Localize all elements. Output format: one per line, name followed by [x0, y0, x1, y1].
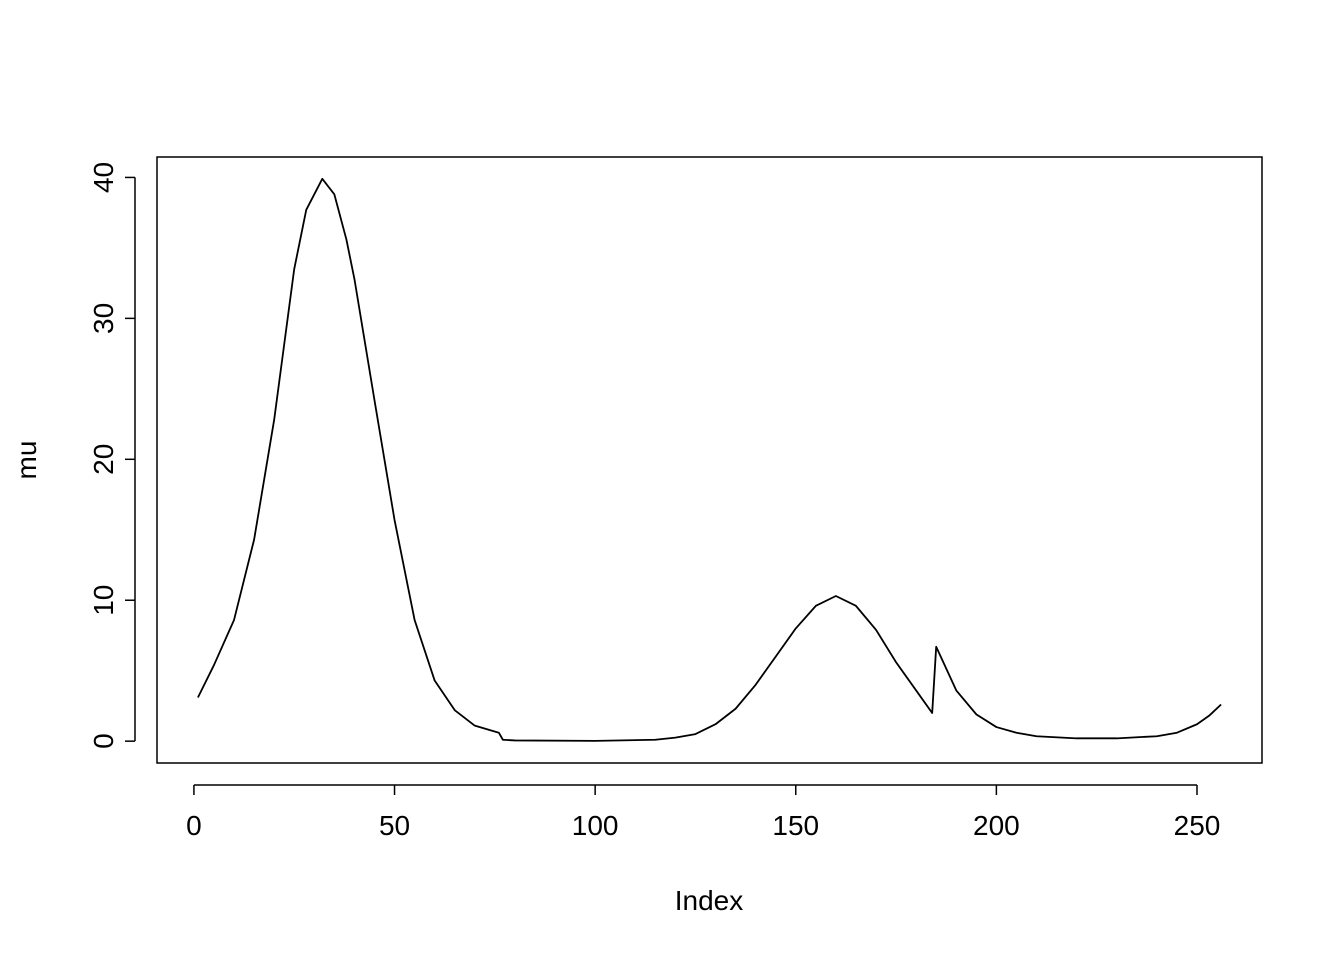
x-tick-label: 100 [572, 810, 619, 841]
x-tick-label: 250 [1174, 810, 1221, 841]
x-axis-label: Index [675, 885, 744, 916]
plot-box [156, 156, 1263, 764]
y-tick-label: 0 [88, 733, 119, 749]
y-tick-label: 30 [88, 303, 119, 334]
data-line [197, 177, 1222, 742]
y-axis-label: mu [11, 441, 42, 480]
x-tick-label: 50 [379, 810, 410, 841]
y-tick-label: 40 [88, 162, 119, 193]
x-tick-label: 0 [186, 810, 202, 841]
y-tick-label: 10 [88, 585, 119, 616]
x-tick-label: 150 [772, 810, 819, 841]
x-tick-label: 200 [973, 810, 1020, 841]
y-tick-label: 20 [88, 444, 119, 475]
